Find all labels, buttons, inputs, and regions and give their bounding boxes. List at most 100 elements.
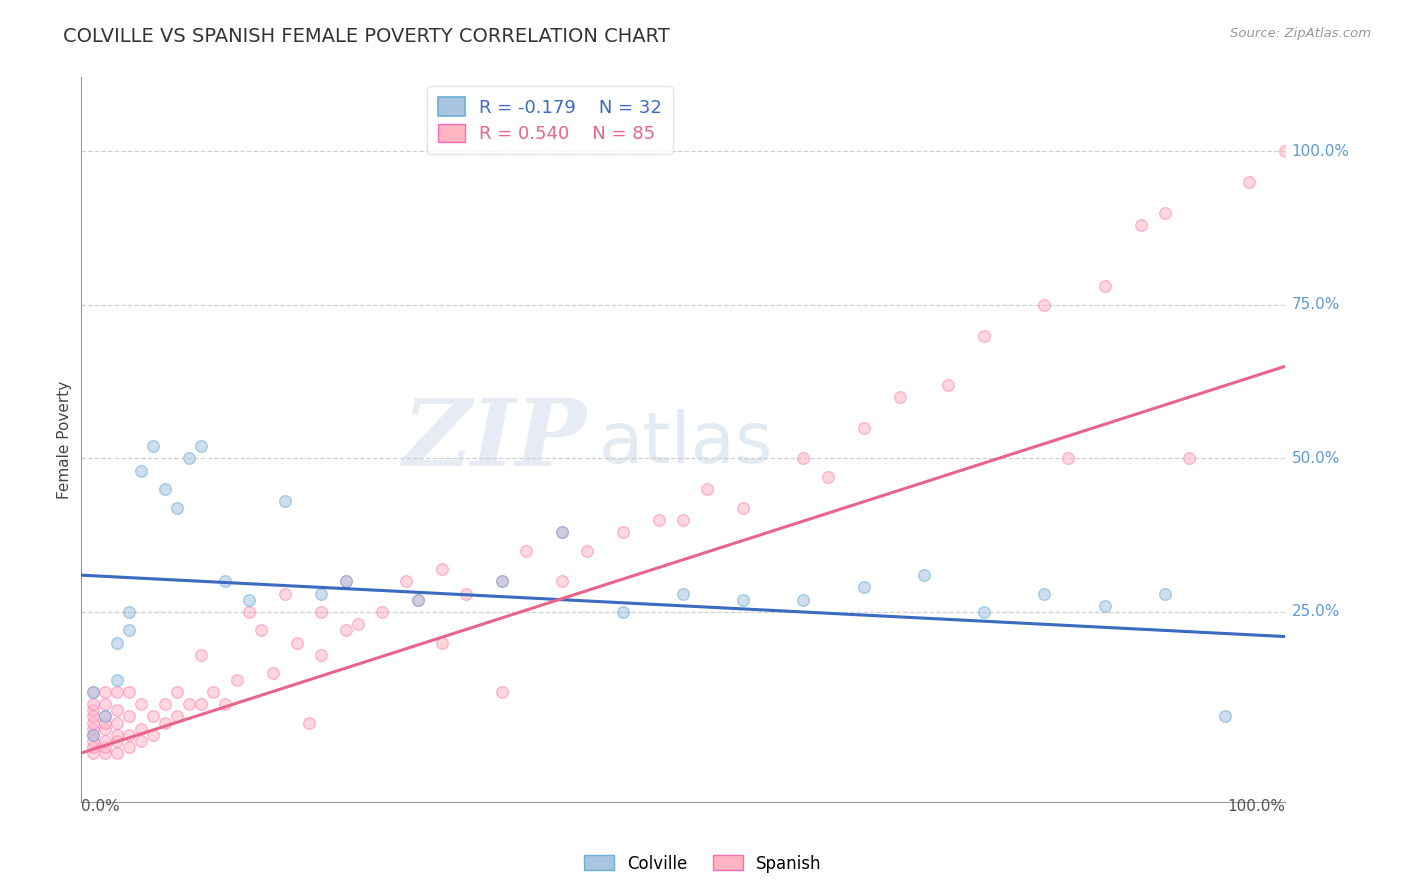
Point xyxy=(1154,205,1177,219)
Point xyxy=(648,513,671,527)
Point xyxy=(287,636,309,650)
Point xyxy=(166,500,188,515)
Point xyxy=(852,581,875,595)
Point xyxy=(177,451,200,466)
Point xyxy=(696,482,718,496)
Point xyxy=(575,543,598,558)
Point xyxy=(105,636,128,650)
Point xyxy=(672,586,695,600)
Point xyxy=(491,685,513,699)
Point xyxy=(82,728,104,742)
Point xyxy=(406,592,429,607)
Point xyxy=(491,574,513,589)
Point xyxy=(105,685,128,699)
Point xyxy=(82,747,104,761)
Point xyxy=(1237,175,1260,189)
Point xyxy=(82,728,104,742)
Point xyxy=(93,697,115,711)
Point xyxy=(118,728,141,742)
Point xyxy=(129,722,152,736)
Point xyxy=(105,734,128,748)
Point xyxy=(430,562,453,576)
Point xyxy=(551,574,574,589)
Point xyxy=(515,543,537,558)
Legend: Colville, Spanish: Colville, Spanish xyxy=(578,848,828,880)
Point xyxy=(214,697,236,711)
Point xyxy=(1033,298,1056,312)
Point xyxy=(82,697,104,711)
Point xyxy=(105,673,128,687)
Point xyxy=(142,439,165,453)
Point xyxy=(792,451,814,466)
Text: 100.0%: 100.0% xyxy=(1227,799,1285,814)
Point xyxy=(238,605,260,619)
Point xyxy=(142,709,165,723)
Point xyxy=(936,377,959,392)
Point xyxy=(672,513,695,527)
Point xyxy=(129,464,152,478)
Text: atlas: atlas xyxy=(599,409,773,478)
Point xyxy=(105,728,128,742)
Point xyxy=(262,666,284,681)
Point xyxy=(82,685,104,699)
Point xyxy=(93,747,115,761)
Point xyxy=(311,605,333,619)
Point xyxy=(335,574,357,589)
Text: 100.0%: 100.0% xyxy=(1291,144,1350,159)
Text: Source: ZipAtlas.com: Source: ZipAtlas.com xyxy=(1230,27,1371,40)
Point xyxy=(93,740,115,755)
Point xyxy=(82,715,104,730)
Point xyxy=(1213,709,1236,723)
Point xyxy=(1274,144,1296,158)
Point xyxy=(274,494,297,508)
Point xyxy=(551,525,574,540)
Point xyxy=(93,685,115,699)
Point xyxy=(118,605,141,619)
Point xyxy=(1094,599,1116,613)
Point xyxy=(118,740,141,755)
Point xyxy=(335,624,357,638)
Point xyxy=(370,605,392,619)
Point xyxy=(118,624,141,638)
Point xyxy=(1129,218,1152,232)
Point xyxy=(491,574,513,589)
Point xyxy=(889,390,911,404)
Y-axis label: Female Poverty: Female Poverty xyxy=(58,381,72,500)
Point xyxy=(973,605,995,619)
Text: 25.0%: 25.0% xyxy=(1291,605,1340,620)
Point xyxy=(118,709,141,723)
Point xyxy=(973,328,995,343)
Point xyxy=(177,697,200,711)
Point xyxy=(395,574,418,589)
Point xyxy=(153,697,176,711)
Point xyxy=(166,709,188,723)
Text: ZIP: ZIP xyxy=(402,395,586,485)
Point xyxy=(82,734,104,748)
Legend: R = -0.179    N = 32, R = 0.540    N = 85: R = -0.179 N = 32, R = 0.540 N = 85 xyxy=(427,87,673,154)
Point xyxy=(454,586,477,600)
Point xyxy=(202,685,225,699)
Point xyxy=(551,525,574,540)
Point xyxy=(1154,586,1177,600)
Point xyxy=(238,592,260,607)
Point xyxy=(298,715,321,730)
Point xyxy=(93,709,115,723)
Point xyxy=(733,500,755,515)
Point xyxy=(129,697,152,711)
Point xyxy=(612,605,634,619)
Point xyxy=(153,715,176,730)
Point xyxy=(93,734,115,748)
Point xyxy=(335,574,357,589)
Point xyxy=(118,685,141,699)
Point xyxy=(346,617,368,632)
Point xyxy=(82,685,104,699)
Point xyxy=(733,592,755,607)
Point xyxy=(817,470,839,484)
Point xyxy=(82,722,104,736)
Point xyxy=(105,747,128,761)
Point xyxy=(1178,451,1201,466)
Point xyxy=(852,420,875,434)
Point xyxy=(1057,451,1080,466)
Point xyxy=(82,703,104,717)
Point xyxy=(311,586,333,600)
